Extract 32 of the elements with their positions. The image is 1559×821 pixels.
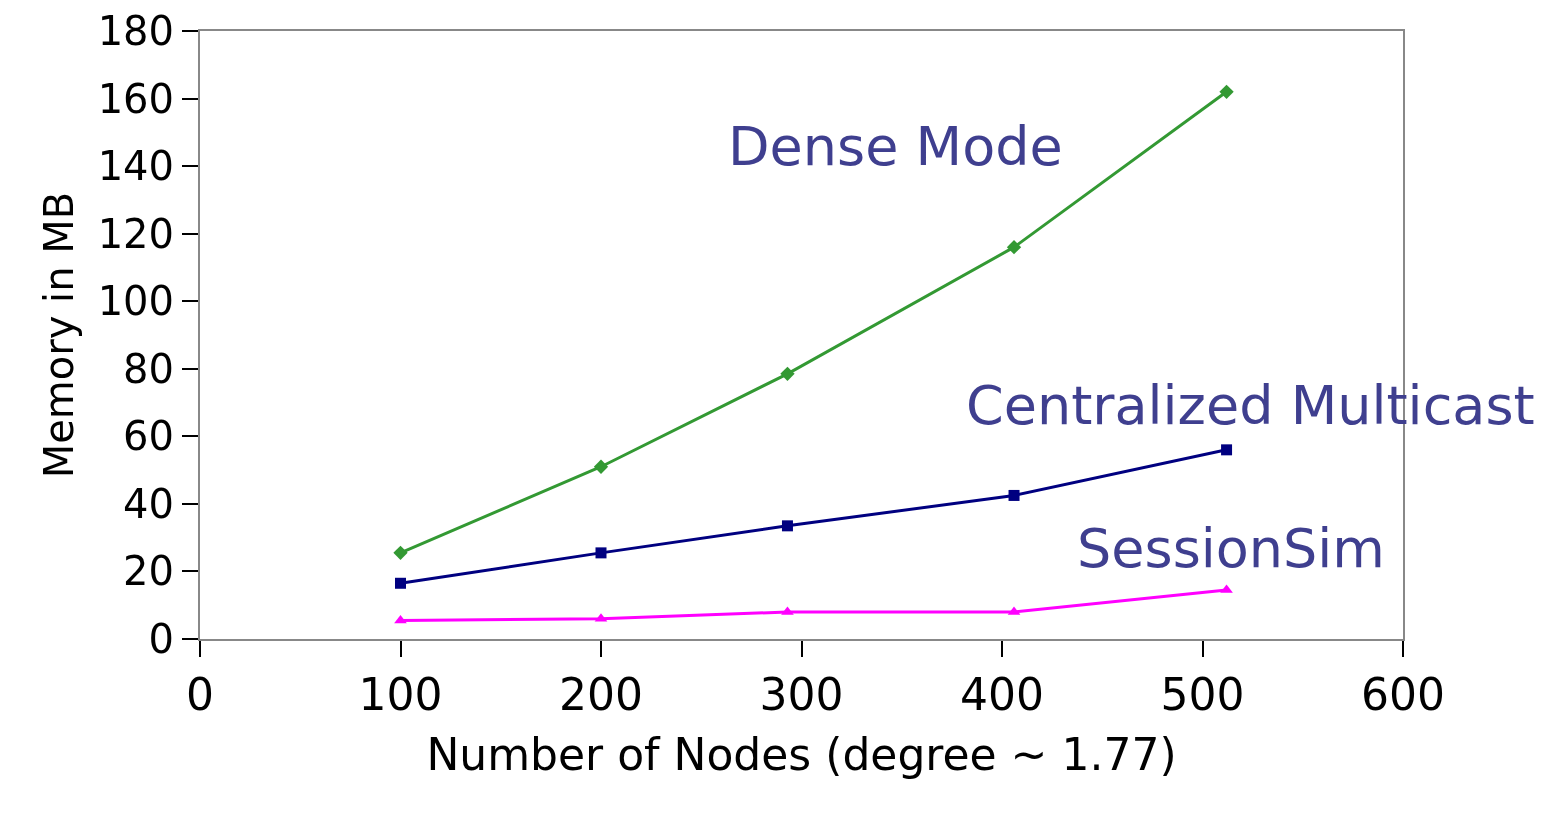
- x-axis-title: Number of Nodes (degree ~ 1.77): [426, 728, 1177, 780]
- y-tick-label: 100: [97, 278, 174, 325]
- y-tick-label: 60: [123, 413, 174, 460]
- y-tick-label: 140: [97, 143, 174, 190]
- point: [1219, 84, 1234, 99]
- y-tick-label: 0: [148, 616, 174, 662]
- point: [1008, 489, 1020, 501]
- x-tick-label: 300: [759, 668, 844, 720]
- y-tick-label: 80: [123, 345, 174, 392]
- series-label: SessionSim: [1077, 517, 1385, 580]
- x-tick-label: 500: [1160, 668, 1245, 720]
- point: [393, 545, 408, 561]
- x-tick-label: 200: [559, 668, 643, 720]
- x-tick-label: 100: [358, 668, 443, 720]
- x-tick-label: 600: [1361, 668, 1445, 720]
- y-axis-title: Memory in MB: [35, 191, 82, 479]
- point: [395, 577, 406, 589]
- y-tick-label: 40: [123, 480, 174, 527]
- y-tick-label: 20: [123, 548, 174, 595]
- x-tick-label: 400: [960, 668, 1044, 720]
- series-label: Dense Mode: [728, 115, 1063, 178]
- point: [1006, 240, 1022, 255]
- point: [593, 459, 609, 474]
- point: [394, 614, 407, 624]
- y-tick-label: 180: [97, 8, 174, 54]
- y-tick-label: 160: [97, 75, 174, 122]
- point: [780, 366, 795, 381]
- point: [1221, 444, 1233, 456]
- y-tick-label: 120: [97, 210, 174, 257]
- point: [781, 520, 793, 532]
- point: [595, 547, 607, 559]
- x-tick-label: 0: [186, 668, 214, 720]
